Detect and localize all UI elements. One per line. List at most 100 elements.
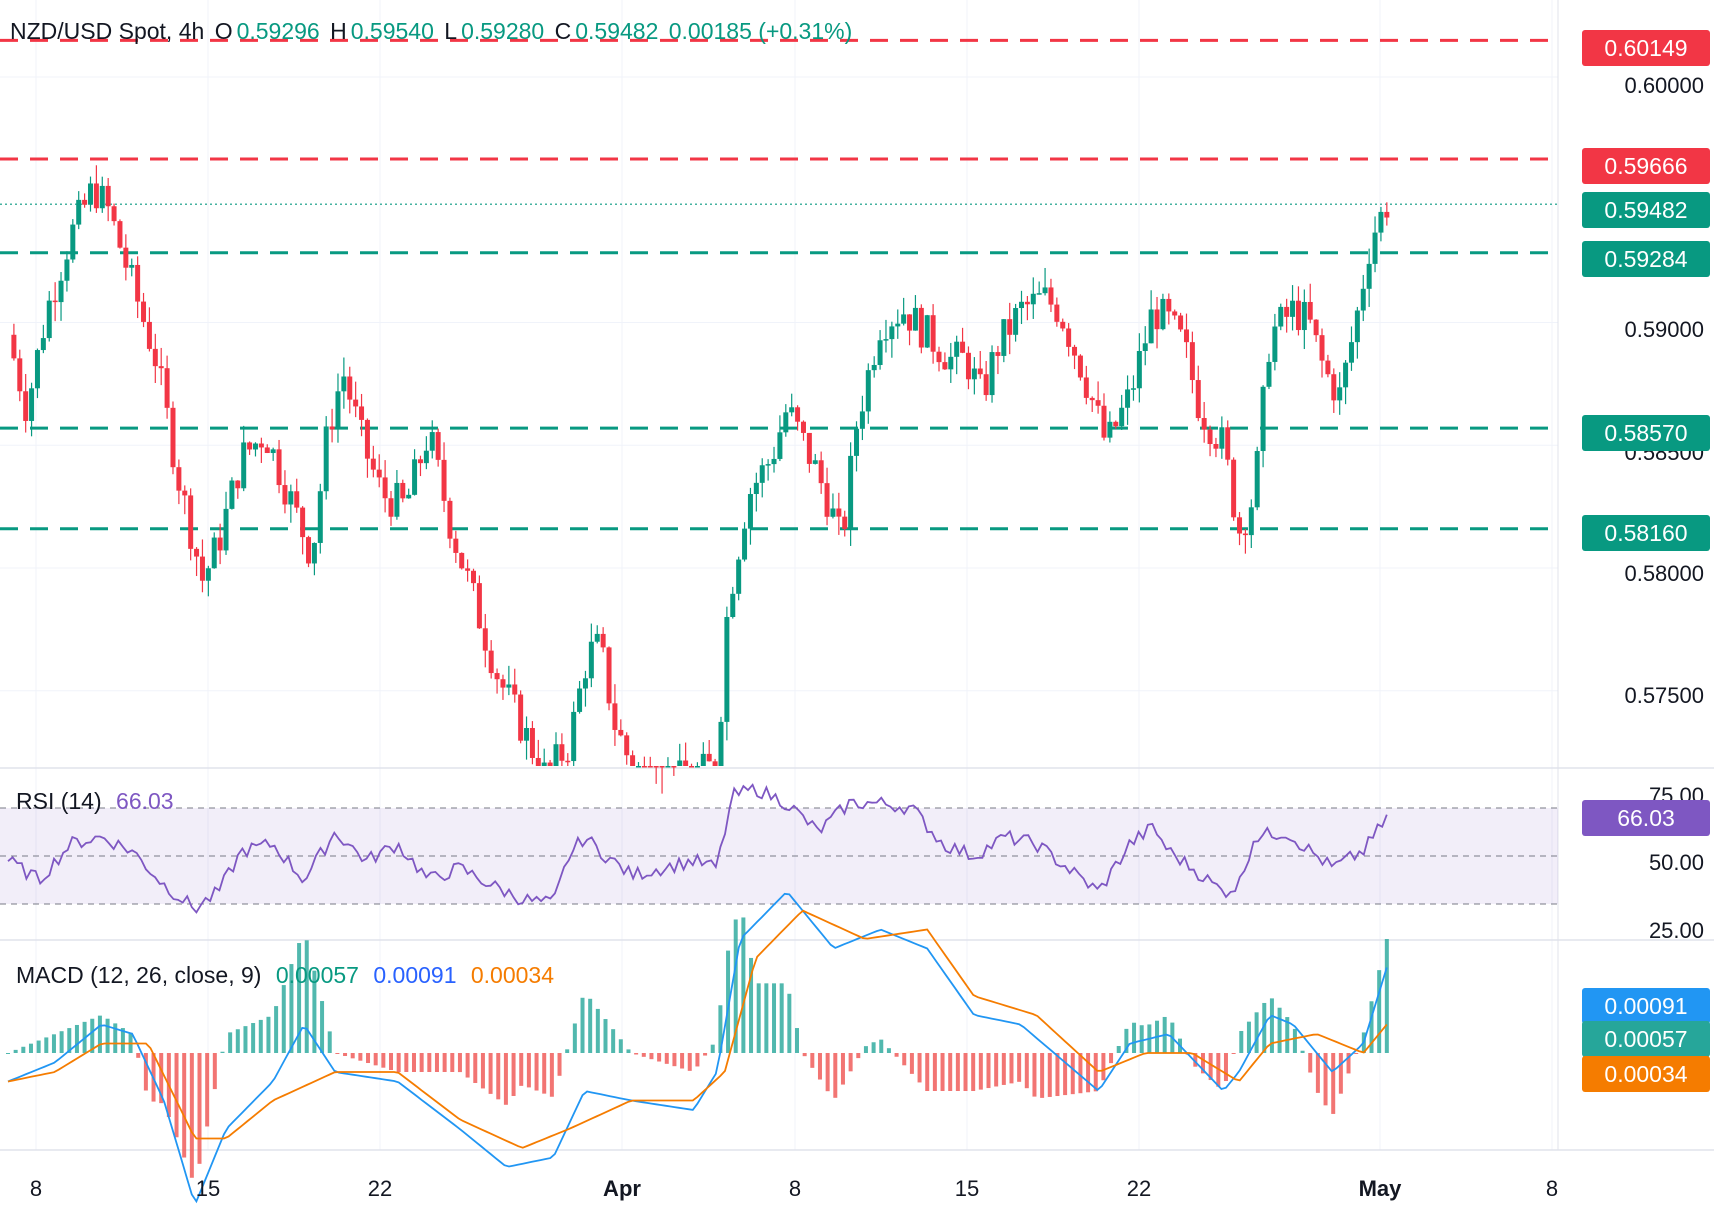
macd-histogram-bar <box>320 1001 324 1053</box>
candle-body <box>1149 309 1154 343</box>
candle-body <box>483 628 488 650</box>
candle-body <box>23 391 28 421</box>
candle-body <box>135 265 140 302</box>
macd-hist-tag: 0.00057 <box>1582 1021 1710 1057</box>
candle-body <box>200 557 205 581</box>
macd-histogram-bar <box>481 1053 485 1088</box>
candle-body <box>1255 451 1260 507</box>
price-axis-label: 0.60000 <box>1574 73 1704 99</box>
low-value: 0.59280 <box>461 18 544 44</box>
macd-histogram-bar <box>810 1053 814 1068</box>
candle-body <box>265 447 270 453</box>
x-axis-label: Apr <box>603 1176 641 1202</box>
macd-histogram-bar <box>979 1053 983 1090</box>
macd-histogram-bar <box>489 1053 493 1094</box>
candle-body <box>506 684 511 687</box>
macd-histogram-bar <box>397 1053 401 1072</box>
candle-body <box>559 744 564 761</box>
macd-histogram-bar <box>1308 1053 1312 1073</box>
candle-body <box>53 301 58 303</box>
macd-histogram-bar <box>512 1053 516 1096</box>
macd-signal-tag: 0.00034 <box>1582 1056 1710 1092</box>
macd-histogram-bar <box>1117 1046 1121 1053</box>
macd-histogram-bar <box>649 1053 653 1059</box>
candle-body <box>748 494 753 529</box>
macd-histogram-bar <box>52 1034 56 1053</box>
candle-body <box>288 491 293 504</box>
candle-body <box>300 508 305 538</box>
candle-body <box>530 728 535 758</box>
rsi-legend: RSI (14) 66.03 <box>16 788 174 815</box>
candle-body <box>895 324 900 327</box>
candle-body <box>707 754 712 761</box>
candle-body <box>1043 287 1048 293</box>
macd-histogram-bar <box>1132 1023 1136 1053</box>
candle-body <box>978 369 983 375</box>
candle-body <box>500 679 505 687</box>
candle-body <box>365 420 370 459</box>
macd-histogram-bar <box>695 1053 699 1066</box>
candle-body <box>1072 347 1077 356</box>
macd-histogram-bar <box>864 1046 868 1053</box>
candle-body <box>536 758 541 766</box>
candle-body <box>294 491 299 507</box>
x-axis-label: 8 <box>1546 1176 1558 1202</box>
macd-histogram-bar <box>634 1053 638 1055</box>
candle-body <box>1213 444 1218 449</box>
candle-body <box>783 412 788 432</box>
candle-body <box>990 352 995 395</box>
candle-body <box>742 529 747 560</box>
candle-body <box>253 444 258 450</box>
macd-histogram-bar <box>420 1053 424 1072</box>
x-axis-label: 22 <box>368 1176 392 1202</box>
candle-body <box>377 470 382 478</box>
macd-histogram-bar <box>228 1032 232 1053</box>
candle-body <box>206 568 211 580</box>
candle-body <box>1196 380 1201 418</box>
candle-body <box>648 766 653 768</box>
candle-body <box>1367 264 1372 289</box>
candle-body <box>660 766 665 768</box>
candle-body <box>159 366 164 368</box>
candle-body <box>1302 302 1307 330</box>
macd-histogram-bar <box>887 1048 891 1053</box>
candle-body <box>82 200 87 205</box>
candle-body <box>683 760 688 766</box>
macd-hist-legend: 0.00057 <box>276 962 359 988</box>
macd-histogram-bar <box>1339 1053 1343 1094</box>
candle-body <box>854 429 859 456</box>
macd-histogram-bar <box>948 1053 952 1091</box>
macd-histogram-bar <box>1278 1008 1282 1053</box>
candle-body <box>889 326 894 339</box>
candle-body <box>424 451 429 463</box>
macd-histogram-bar <box>795 1028 799 1053</box>
candle-body <box>937 352 942 362</box>
candle-body <box>1343 363 1348 388</box>
macd-histogram-bar <box>1094 1053 1098 1091</box>
macd-histogram-bar <box>688 1053 692 1071</box>
candle-body <box>212 538 217 569</box>
candle-body <box>165 368 170 408</box>
candle-body <box>35 350 40 388</box>
macd-signal-legend: 0.00034 <box>471 962 554 988</box>
macd-histogram-bar <box>611 1029 615 1053</box>
macd-histogram-bar <box>1301 1051 1305 1053</box>
candle-body <box>406 495 411 499</box>
candle-body <box>241 442 246 488</box>
candle-body <box>642 766 647 768</box>
macd-histogram-bar <box>1078 1053 1082 1093</box>
macd-line-tag: 0.00091 <box>1582 988 1710 1024</box>
candle-body <box>465 568 470 570</box>
change-value: 0.00185 (+0.31%) <box>669 18 853 44</box>
candle-body <box>1143 343 1148 351</box>
macd-histogram-bar <box>175 1053 179 1137</box>
candle-body <box>984 374 989 395</box>
macd-histogram-bar <box>849 1053 853 1071</box>
candle-body <box>972 369 977 380</box>
candle-body <box>1160 299 1165 329</box>
candle-body <box>883 339 888 341</box>
macd-histogram-bar <box>328 1031 332 1053</box>
candle-body <box>312 543 317 563</box>
macd-histogram-bar <box>1017 1053 1021 1082</box>
candle-body <box>1060 322 1065 329</box>
